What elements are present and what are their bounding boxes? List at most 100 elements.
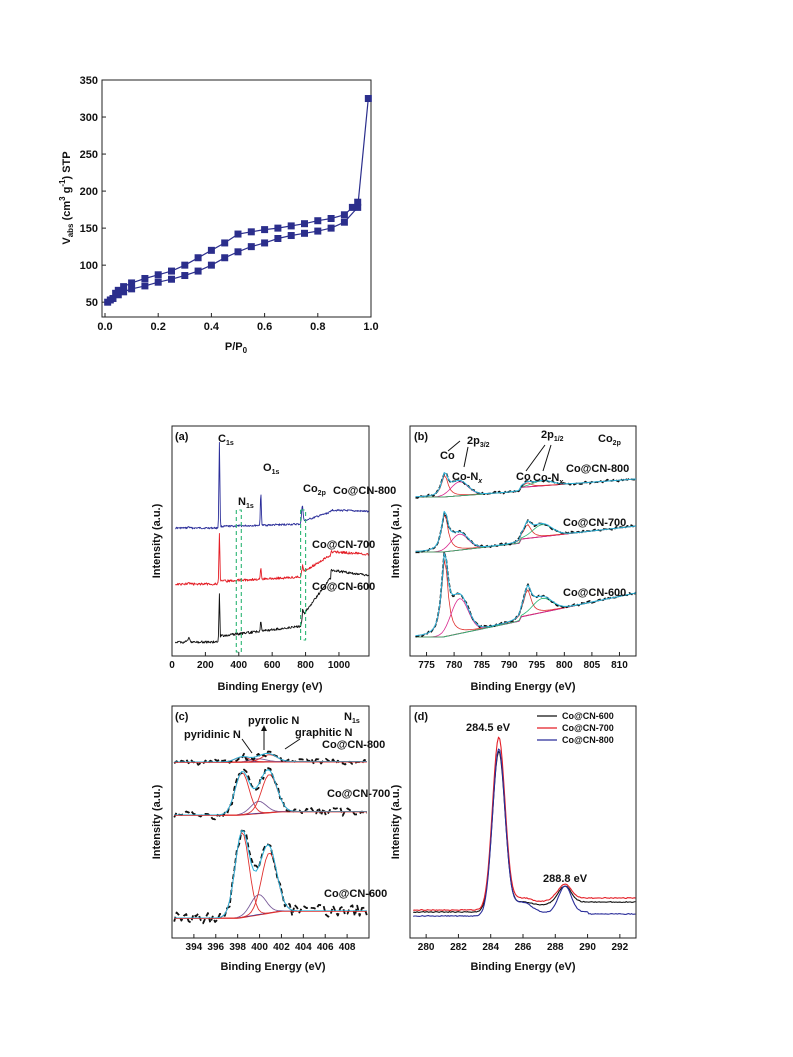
panel-c-series-label-700: Co@CN-700 [327, 788, 390, 800]
legend-label-700: Co@CN-700 [562, 723, 614, 733]
bet-point [194, 254, 202, 262]
panel-a-y-label: Intensity (a.u.) [151, 503, 163, 578]
panel-b-x-tick-label: 800 [556, 660, 573, 671]
bet-x-tick-label: 0.0 [97, 321, 112, 333]
panel-b-x-tick-label: 795 [528, 660, 545, 671]
panel-d-x-tick-label: 282 [450, 942, 467, 953]
panel-a-co2p-guide [300, 509, 307, 641]
bet-x-tick-label: 0.8 [310, 321, 325, 333]
panel-b-arrows [447, 440, 552, 472]
panel-d-x-tick-label: 286 [515, 942, 532, 953]
panel-c-fit [174, 752, 367, 763]
bet-point [207, 261, 215, 269]
panel-a-spectrum [174, 568, 369, 644]
panel-c-fit [174, 830, 367, 919]
bet-point [364, 95, 372, 103]
panel-b-x-tick-label: 810 [611, 660, 628, 671]
bet-point [247, 243, 255, 251]
panel-a-o1s-label: O1s [263, 462, 279, 476]
bet-ticks: 0.0 0.2 0.4 0.6 0.8 1.0 50 100 150 200 250 300 350 [80, 75, 379, 333]
panel-c-envelope [174, 811, 367, 816]
panel-c-envelope [174, 911, 367, 919]
bet-point [181, 261, 189, 269]
panel-b-y-label: Intensity (a.u.) [390, 503, 402, 578]
panel-b-ticks: 775 780 785 790 795 800 805 810 [418, 652, 628, 671]
bet-point [301, 220, 308, 228]
panel-d-y-label: Intensity (a.u.) [390, 784, 402, 859]
panel-c: 394 396 398 400 402 404 406 408 (c) N1s pyridin… [151, 705, 390, 973]
panel-c-label: (c) [175, 711, 189, 723]
panel-b-fit [415, 552, 637, 637]
panel-c-x-tick-label: 404 [295, 942, 312, 953]
panel-b-x-tick-label: 790 [501, 660, 518, 671]
bet-y-label: Vabs (cm3 g-1) STP [58, 151, 75, 244]
panel-a-n1s-guide [235, 509, 242, 653]
panel-c-x-tick-label: 398 [229, 942, 246, 953]
bet-point [348, 203, 356, 211]
panel-a-x-tick-label: 400 [230, 660, 247, 671]
panel-d-x-label: Binding Energy (eV) [470, 961, 575, 973]
panel-c-raw [173, 766, 368, 821]
panel-b-series-label-700: Co@CN-700 [563, 517, 626, 529]
bet-point [247, 228, 255, 236]
panel-c-x-tick-label: 408 [339, 942, 356, 953]
bet-point [168, 275, 175, 283]
panel-b-spectra [415, 472, 637, 638]
panel-d-label: (d) [414, 711, 428, 723]
panel-a: 0 200 400 600 800 1000 (a) C1s O1s N1s Co2p C… [151, 425, 396, 693]
panel-d-x-tick-label: 288 [547, 942, 564, 953]
panel-c-pyrrolic-label: pyrrolic N [248, 715, 299, 727]
bet-marks [104, 95, 372, 306]
panel-d-peak-label-1: 284.5 eV [466, 722, 511, 734]
panel-d-spectrum [413, 748, 636, 917]
bet-point [221, 254, 229, 262]
panel-c-arrows [241, 725, 301, 754]
legend-label-600: Co@CN-600 [562, 711, 614, 721]
bet-y-tick-label: 50 [86, 297, 98, 309]
panel-a-x-tick-label: 0 [169, 660, 175, 671]
panel-b-label: (b) [414, 431, 428, 443]
panel-c-corner-label: N1s [344, 711, 360, 725]
bet-y-tick-label: 250 [80, 149, 98, 161]
bet-point [301, 229, 308, 237]
bet-x-tick-label: 1.0 [363, 321, 378, 333]
bet-x-tick-label: 0.2 [151, 321, 166, 333]
bet-y-tick-label: 300 [80, 112, 98, 124]
bet-point [314, 217, 322, 225]
panel-b-x-tick-label: 780 [446, 660, 463, 671]
panel-d-x-tick-label: 284 [482, 942, 499, 953]
panel-c-pyridinic-label: pyridinic N [184, 729, 241, 741]
bet-point [109, 294, 117, 302]
panel-c-y-label: Intensity (a.u.) [151, 784, 163, 859]
bet-point [261, 239, 269, 247]
panel-a-x-tick-label: 600 [264, 660, 281, 671]
panel-b-series-label-600: Co@CN-600 [563, 587, 626, 599]
bet-point [287, 232, 295, 240]
bet-point [207, 246, 215, 254]
panel-b-2p32-label: 2p3/2 [467, 435, 490, 449]
bet-point [181, 272, 189, 280]
panel-c-x-label: Binding Energy (eV) [220, 961, 325, 973]
panel-a-c1s-label: C1s [218, 433, 234, 447]
panel-c-graphitic-label: graphitic N [295, 727, 353, 739]
bet-point [340, 218, 348, 226]
bet-point [274, 224, 282, 232]
panel-c-x-tick-label: 406 [317, 942, 334, 953]
panel-c-spectra [173, 750, 368, 925]
bet-point [194, 267, 202, 275]
bet-y-tick-label: 350 [80, 75, 98, 87]
bet-point [128, 279, 136, 287]
panel-b-fit [415, 472, 637, 498]
panel-d-legend: Co@CN-600 Co@CN-700 Co@CN-800 [537, 711, 614, 745]
bet-series-line [357, 98, 369, 208]
panel-a-x-tick-label: 200 [197, 660, 214, 671]
bet-x-tick-label: 0.4 [204, 321, 220, 333]
panel-a-n1s-label: N1s [238, 496, 254, 510]
bet-point [120, 288, 128, 296]
panel-c-x-tick-label: 402 [273, 942, 290, 953]
arrow-pyridinic [241, 738, 253, 754]
panel-b-frame [409, 425, 637, 657]
panel-a-label: (a) [175, 431, 189, 443]
bet-point [234, 248, 242, 256]
bet-point [221, 239, 229, 247]
